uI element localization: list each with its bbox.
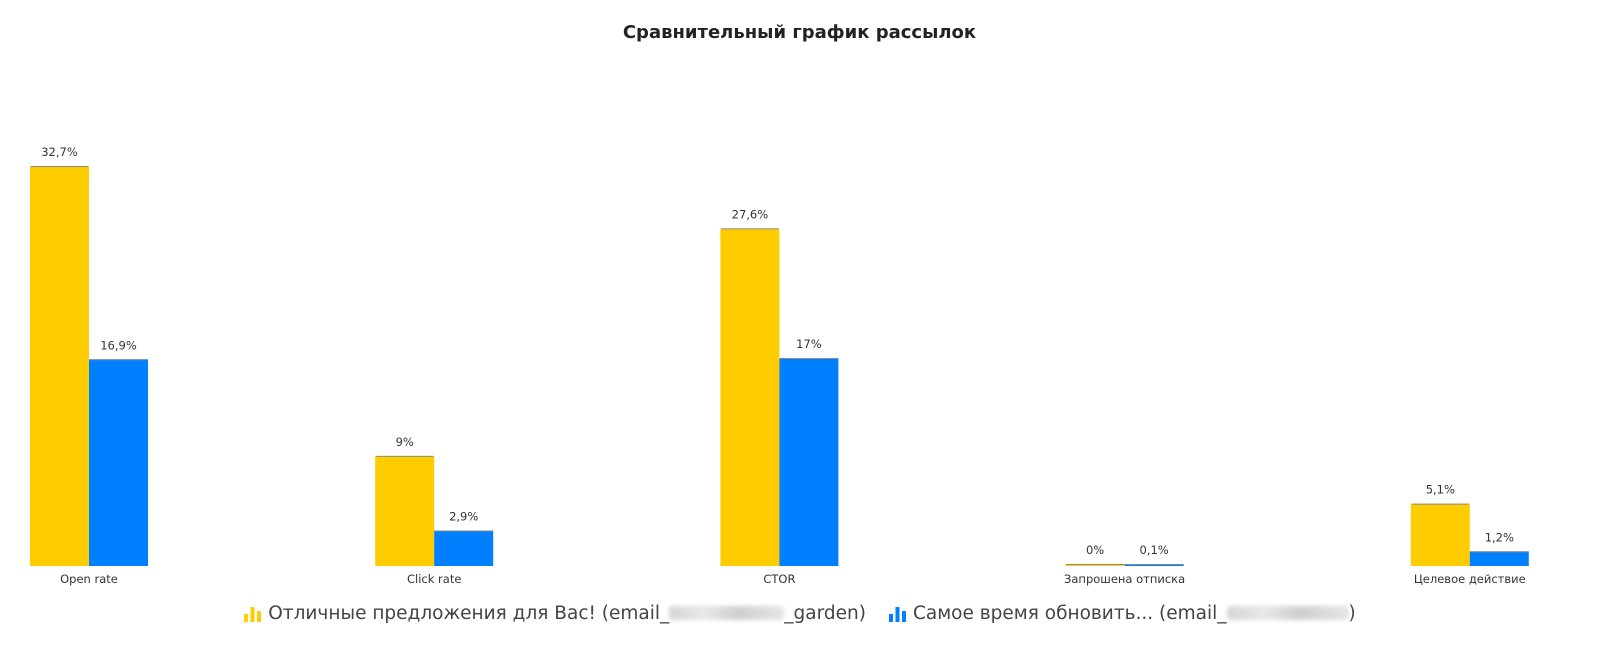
- chart-legend: Отличные предложения для Вас! (email_ _ga…: [0, 600, 1599, 626]
- data-label: 1,2%: [1485, 530, 1514, 544]
- legend-item-series-2[interactable]: Самое время обновить... (email_): [888, 603, 1356, 624]
- bar-2-1[interactable]: [89, 359, 148, 566]
- redacted-text: [669, 606, 785, 620]
- bar-2-3[interactable]: [779, 358, 839, 566]
- chart-title: Сравнительный график рассылок: [622, 22, 977, 43]
- data-label: 0%: [1086, 543, 1104, 557]
- data-label: 32,7%: [41, 145, 78, 159]
- category-label: CTOR: [763, 572, 795, 586]
- data-label: 17%: [796, 337, 822, 351]
- category-label: Click rate: [407, 572, 461, 586]
- data-label: 16,9%: [100, 338, 137, 352]
- bar-chart-icon: [244, 607, 262, 622]
- bar-chart-icon: [888, 607, 906, 622]
- legend-label-suffix: ): [1348, 602, 1356, 624]
- bar-1-5[interactable]: [1410, 503, 1470, 566]
- bar-1-1[interactable]: [30, 166, 89, 566]
- data-label: 27,6%: [732, 207, 769, 221]
- category-label: Запрошена отписка: [1064, 572, 1185, 586]
- legend-label-suffix: _garden): [784, 602, 866, 624]
- bar-2-5[interactable]: [1469, 551, 1529, 566]
- category-label: Целевое действие: [1414, 572, 1526, 586]
- bar-chart: 32,7% 16,9% Open rate 9% 2,9% Click rate 27,6%…: [30, 145, 1529, 586]
- data-label: 5,1%: [1426, 483, 1455, 497]
- redacted-text: [1226, 606, 1349, 620]
- data-label: 2,9%: [449, 510, 478, 524]
- data-label: 0,1%: [1139, 543, 1168, 557]
- category-label: Open rate: [60, 572, 118, 586]
- legend-label-prefix: Самое время обновить... (email_: [912, 602, 1227, 624]
- data-label: 9%: [396, 435, 414, 449]
- legend-item-series-1[interactable]: Отличные предложения для Вас! (email_ _ga…: [243, 603, 866, 624]
- legend-label-prefix: Отличные предложения для Вас! (email_: [268, 602, 670, 624]
- bar-2-2[interactable]: [434, 530, 494, 566]
- bar-1-2[interactable]: [375, 455, 435, 566]
- bar-1-3[interactable]: [720, 228, 780, 566]
